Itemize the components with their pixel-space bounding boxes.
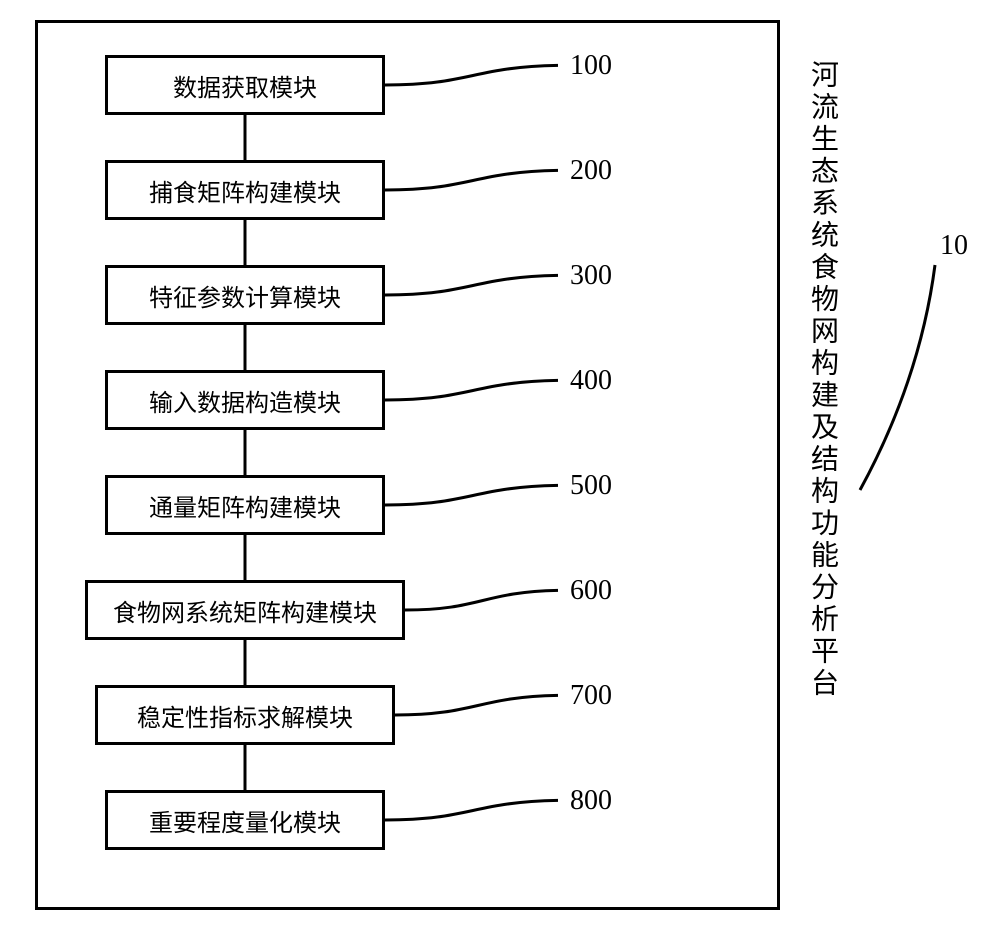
callout-number: 700 — [570, 680, 612, 712]
diagram-canvas: 数据获取模块捕食矩阵构建模块特征参数计算模块输入数据构造模块通量矩阵构建模块食物… — [0, 0, 1000, 931]
module-label: 通量矩阵构建模块 — [149, 488, 341, 523]
module-label: 特征参数计算模块 — [149, 278, 341, 313]
module-box: 数据获取模块 — [105, 55, 385, 115]
side-ref-curve — [860, 265, 935, 490]
module-box: 稳定性指标求解模块 — [95, 685, 395, 745]
module-box: 捕食矩阵构建模块 — [105, 160, 385, 220]
module-label: 重要程度量化模块 — [149, 803, 341, 838]
side-ref-number: 10 — [940, 230, 968, 262]
module-box: 特征参数计算模块 — [105, 265, 385, 325]
module-box: 通量矩阵构建模块 — [105, 475, 385, 535]
callout-number: 600 — [570, 575, 612, 607]
vertical-title: 河流生态系统食物网构建及结构功能分析平台 — [808, 60, 836, 700]
callout-number: 300 — [570, 260, 612, 292]
callout-number: 400 — [570, 365, 612, 397]
module-label: 数据获取模块 — [173, 68, 317, 103]
module-label: 食物网系统矩阵构建模块 — [113, 593, 377, 628]
module-box: 重要程度量化模块 — [105, 790, 385, 850]
callout-number: 500 — [570, 470, 612, 502]
module-box: 食物网系统矩阵构建模块 — [85, 580, 405, 640]
module-box: 输入数据构造模块 — [105, 370, 385, 430]
module-label: 稳定性指标求解模块 — [137, 698, 353, 733]
outer-frame — [35, 20, 780, 910]
module-label: 输入数据构造模块 — [149, 383, 341, 418]
callout-number: 200 — [570, 155, 612, 187]
module-label: 捕食矩阵构建模块 — [149, 173, 341, 208]
callout-number: 800 — [570, 785, 612, 817]
callout-number: 100 — [570, 50, 612, 82]
